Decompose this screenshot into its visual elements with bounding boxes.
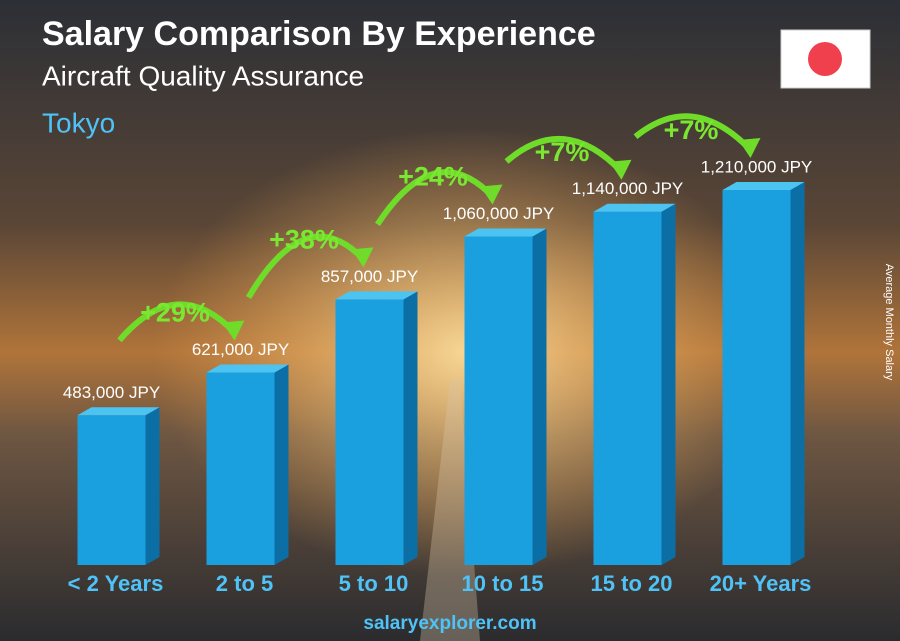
change-arrow	[117, 301, 237, 343]
bar-side	[274, 364, 289, 565]
change-label: +7%	[535, 137, 590, 167]
bar-front	[722, 190, 791, 565]
x-tick-label: < 2 Years	[68, 571, 164, 596]
value-label: 1,060,000 JPY	[443, 204, 555, 223]
change-label: +29%	[140, 298, 210, 328]
value-label: 621,000 JPY	[192, 340, 289, 359]
plot-area: 483,000 JPY < 2 Years 621,000 JPY 2 to 5 857…	[63, 113, 813, 596]
x-tick-label: 10 to 15	[462, 571, 544, 596]
bar	[464, 228, 547, 565]
bar-front	[77, 415, 146, 565]
x-tick-label: 15 to 20	[591, 571, 673, 596]
bar-side	[661, 203, 676, 565]
change-arrow	[245, 233, 366, 300]
change-label: +7%	[664, 115, 719, 145]
chart-subtitle: Aircraft Quality Assurance	[42, 60, 364, 91]
chart-title: Salary Comparison By Experience	[42, 15, 596, 53]
bar-top	[206, 364, 289, 373]
bar-side	[532, 228, 547, 565]
location: Tokyo	[42, 107, 115, 138]
x-tick-label: 20+ Years	[710, 571, 812, 596]
bar-top	[464, 228, 547, 237]
bar-top	[722, 182, 805, 190]
bar-side	[790, 182, 805, 565]
bar	[77, 407, 160, 565]
change-arrowhead	[609, 159, 632, 180]
bar	[722, 182, 805, 565]
bar-front	[335, 299, 404, 565]
bar-side	[145, 407, 160, 565]
value-label: 1,140,000 JPY	[572, 179, 684, 198]
bar-side	[403, 291, 418, 565]
y-axis-label: Average Monthly Salary	[883, 264, 895, 381]
change-arrow	[374, 169, 495, 227]
change-arrowhead	[222, 320, 245, 341]
change-label: +24%	[398, 162, 468, 192]
value-label: 857,000 JPY	[321, 267, 418, 286]
value-label: 1,210,000 JPY	[701, 157, 813, 176]
bar-top	[77, 407, 160, 416]
change-arrowhead	[351, 247, 374, 268]
bar-front	[206, 372, 275, 565]
bar	[593, 203, 676, 565]
value-label: 483,000 JPY	[63, 383, 160, 402]
change-arrow	[633, 113, 753, 153]
change-arrowhead	[480, 184, 503, 205]
x-tick-label: 5 to 10	[339, 571, 409, 596]
change-arrow	[504, 135, 624, 174]
flag	[780, 29, 871, 89]
bar-top	[335, 291, 418, 300]
change-label: +38%	[269, 225, 339, 255]
bar-front	[464, 236, 533, 565]
x-tick-label: 2 to 5	[216, 571, 273, 596]
bar-top	[593, 203, 676, 212]
bar	[206, 364, 289, 565]
bar-front	[593, 211, 662, 565]
change-arrowhead	[738, 138, 761, 158]
footer: salaryexplorer.com	[363, 613, 536, 634]
bar	[335, 291, 418, 565]
